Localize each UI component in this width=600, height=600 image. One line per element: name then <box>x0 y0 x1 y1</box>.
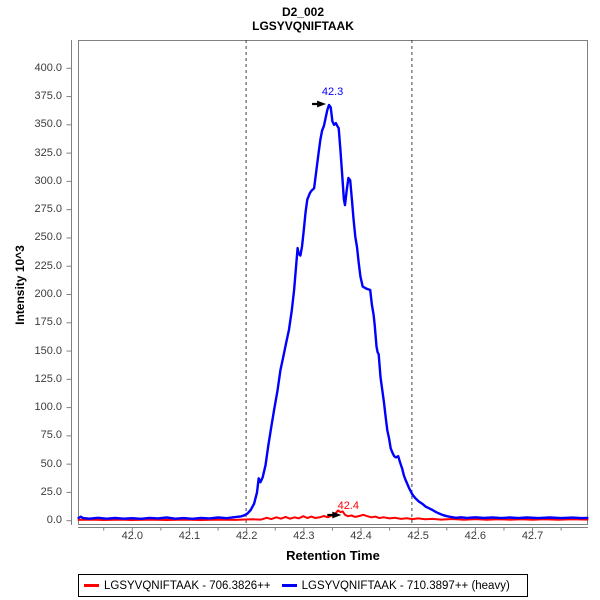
y-tick-label: 125.0 <box>34 372 62 385</box>
y-tick-label: 400.0 <box>34 61 62 74</box>
legend-swatch-heavy <box>281 584 297 587</box>
y-tick-label: 275.0 <box>34 203 62 216</box>
y-tick-label: 375.0 <box>34 90 62 103</box>
y-tick-label: 75.0 <box>40 429 62 442</box>
x-tick-label: 42.3 <box>293 530 315 542</box>
x-axis-title: Retention Time <box>286 548 380 563</box>
x-tick-label: 42.0 <box>121 530 144 542</box>
chart-title-block: D2_002 LGSYVQNIFTAAK <box>0 5 600 33</box>
y-tick-label: 350.0 <box>34 118 62 131</box>
y-tick-label: 0.0 <box>46 514 62 527</box>
y-tick-label: 200.0 <box>34 287 62 300</box>
y-axis-title: Intensity 10^3 <box>13 245 27 325</box>
x-tick-label: 42.5 <box>407 530 429 542</box>
x-tick-label: 42.4 <box>350 530 372 542</box>
y-tick-label: 50.0 <box>40 457 62 470</box>
peak-annotation-heavy[interactable]: 42.3 <box>321 86 344 99</box>
legend-label-heavy: LGSYVQNIFTAAK - 710.3897++ (heavy) <box>301 579 510 592</box>
y-tick-label: 300.0 <box>34 174 62 187</box>
plot-frame <box>78 40 588 525</box>
legend-item-light: LGSYVQNIFTAAK - 706.3826++ <box>84 580 271 592</box>
x-tick-label: 42.2 <box>235 530 258 542</box>
x-tick-label: 42.6 <box>464 530 487 542</box>
annotation-arrow-heavy[interactable] <box>312 100 327 108</box>
legend-swatch-light <box>84 584 99 587</box>
chart-subtitle: LGSYVQNIFTAAK <box>252 19 354 33</box>
legend: LGSYVQNIFTAAK - 706.3826++ LGSYVQNIFTAAK… <box>78 574 528 597</box>
y-tick-label: 100.0 <box>34 401 62 414</box>
y-tick-label: 250.0 <box>34 231 62 244</box>
annotation-arrow-light[interactable] <box>327 511 342 519</box>
y-tick-label: 225.0 <box>34 259 62 272</box>
legend-label-light: LGSYVQNIFTAAK - 706.3826++ <box>104 579 271 592</box>
y-tick-label: 175.0 <box>34 316 62 329</box>
chart-title: D2_002 <box>281 5 325 19</box>
series-line-light <box>77 509 589 521</box>
x-tick-label: 42.1 <box>178 530 201 542</box>
legend-item-heavy: LGSYVQNIFTAAK - 710.3897++ (heavy) <box>281 579 510 592</box>
x-tick-label: 42.7 <box>521 530 544 542</box>
y-tick-label: 150.0 <box>34 344 62 357</box>
peak-annotation-light[interactable]: 42.4 <box>337 500 359 513</box>
series-line-heavy <box>77 103 589 520</box>
y-tick-label: 25.0 <box>40 485 62 498</box>
y-tick-label: 325.0 <box>34 146 62 159</box>
